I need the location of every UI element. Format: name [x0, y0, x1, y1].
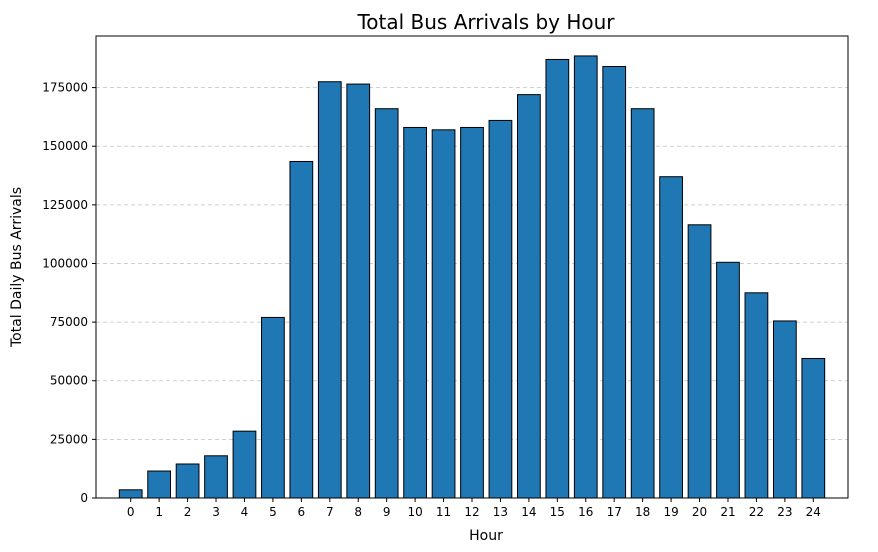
y-tick-label: 175000	[42, 81, 88, 95]
bar-hour-12	[460, 126, 484, 499]
plot-frame	[95, 35, 849, 499]
x-tick-label: 2	[184, 505, 192, 519]
bar-hour-2	[175, 463, 200, 499]
bar-hour-11	[431, 129, 456, 499]
x-tick-label: 6	[298, 505, 306, 519]
bar-hour-4	[232, 430, 257, 499]
y-tick-label: 75000	[50, 315, 88, 329]
x-tick-label: 8	[354, 505, 362, 519]
x-tick-label: 0	[127, 505, 135, 519]
y-tick-label: 150000	[42, 139, 88, 153]
bar-hour-5	[261, 316, 285, 499]
bar-hour-10	[403, 126, 427, 499]
chart-title: Total Bus Arrivals by Hour	[356, 10, 615, 34]
bar-hour-21	[716, 261, 740, 499]
bar-hour-20	[687, 224, 712, 499]
bar-hour-0	[118, 489, 143, 499]
bar-hour-8	[346, 83, 371, 499]
x-tick-label: 9	[383, 505, 391, 519]
x-tick-label: 12	[464, 505, 479, 519]
y-axis: 0 25000 50000 75000 100000 125000 150000 175000	[42, 81, 96, 505]
x-tick-label: 7	[326, 505, 334, 519]
y-axis-label: Total Daily Bus Arrivals	[9, 187, 25, 348]
bar-hour-22	[744, 292, 769, 499]
bar-hour-18	[630, 108, 655, 499]
x-tick-label: 15	[550, 505, 565, 519]
bar-hour-14	[517, 94, 541, 499]
y-tick-label: 125000	[42, 198, 88, 212]
x-tick-label: 23	[777, 505, 792, 519]
x-tick-label: 22	[749, 505, 764, 519]
x-tick-label: 14	[521, 505, 536, 519]
y-tick-label: 50000	[50, 374, 88, 388]
bar-hour-19	[659, 176, 683, 499]
x-tick-label: 10	[407, 505, 422, 519]
x-tick-label: 4	[241, 505, 249, 519]
bar-hour-16	[573, 55, 598, 499]
bar-hour-9	[374, 108, 399, 499]
x-tick-label: 21	[720, 505, 735, 519]
bar-hour-17	[602, 65, 627, 499]
bar-hour-7	[317, 81, 342, 499]
x-tick-label: 16	[578, 505, 593, 519]
bar-hour-24	[801, 357, 826, 499]
x-tick-label: 19	[663, 505, 678, 519]
y-tick-label: 0	[80, 491, 88, 505]
x-tick-label: 17	[607, 505, 622, 519]
bar-hour-15	[545, 58, 570, 499]
x-axis: 0 1 2 3 4 5 6 7 8 9 10 11 12 13 14 15 16 17 18 19 20 21 22 23 24	[127, 498, 821, 519]
bar-hour-3	[204, 455, 228, 499]
x-tick-label: 3	[212, 505, 220, 519]
x-tick-label: 1	[155, 505, 163, 519]
x-tick-label: 18	[635, 505, 650, 519]
x-tick-label: 5	[269, 505, 277, 519]
x-axis-label: Hour	[469, 528, 503, 544]
bar-hour-6	[289, 160, 314, 499]
bars-group	[118, 55, 826, 499]
y-tick-label: 100000	[42, 256, 88, 270]
y-tick-label: 25000	[50, 432, 88, 446]
x-tick-label: 11	[436, 505, 451, 519]
x-tick-label: 20	[692, 505, 707, 519]
bar-hour-13	[488, 119, 513, 499]
x-tick-label: 13	[493, 505, 508, 519]
bar-hour-1	[147, 470, 172, 499]
bar-hour-23	[772, 320, 797, 499]
x-tick-label: 24	[806, 505, 821, 519]
